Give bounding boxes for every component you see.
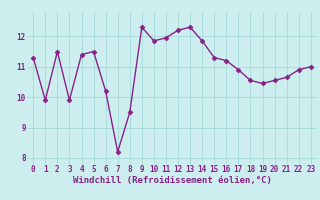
X-axis label: Windchill (Refroidissement éolien,°C): Windchill (Refroidissement éolien,°C) — [73, 176, 271, 185]
